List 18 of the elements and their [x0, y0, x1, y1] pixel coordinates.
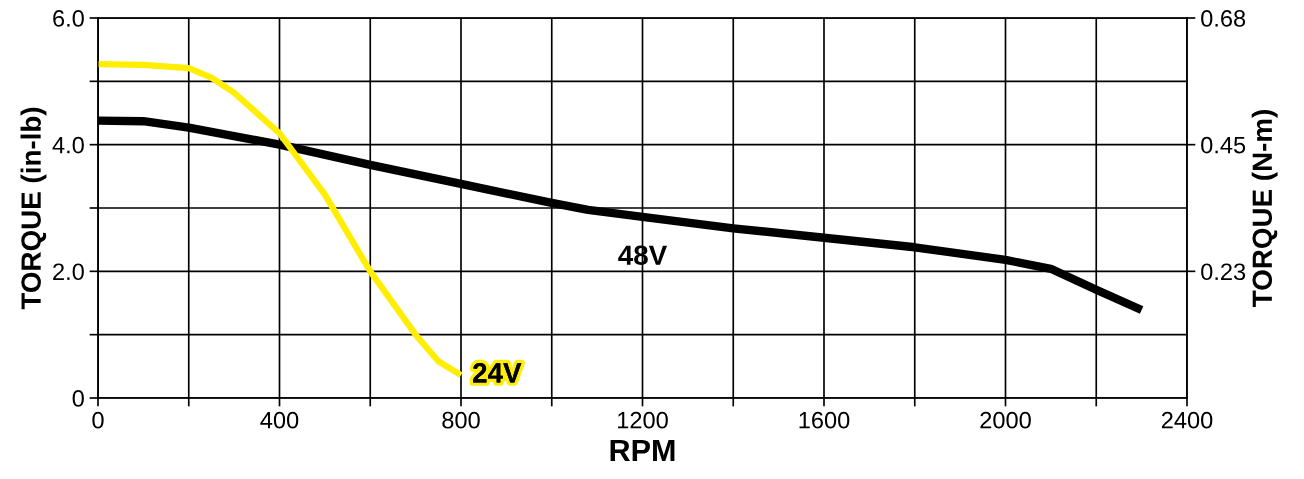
- series-label: 24V: [473, 362, 522, 383]
- y-tick-label: 0: [72, 390, 84, 407]
- y-tick-label: 6.0: [53, 10, 84, 27]
- y2-tick-label: 0.45: [1201, 136, 1246, 154]
- x-tick-label: 2000: [980, 411, 1031, 429]
- y-tick-label: 4.0: [52, 136, 84, 154]
- x-tick-label: 1200: [618, 411, 668, 429]
- x-tick-label: 800: [442, 411, 480, 429]
- y2-tick-label: 0.68: [1201, 10, 1246, 27]
- x-tick-label: 2400: [1161, 411, 1213, 429]
- x-tick-label: 0: [92, 411, 104, 429]
- y-tick-label: 2.0: [53, 263, 84, 281]
- x-tick-label: 400: [260, 411, 299, 429]
- y-axis-title: TORQUE (in-lb): [20, 107, 47, 310]
- x-tick-label: 1600: [799, 411, 850, 429]
- x-axis-title: RPM: [610, 439, 675, 461]
- y2-axis-title: TORQUE (N-m): [1251, 110, 1278, 307]
- y2-tick-label: 0.23: [1201, 263, 1246, 281]
